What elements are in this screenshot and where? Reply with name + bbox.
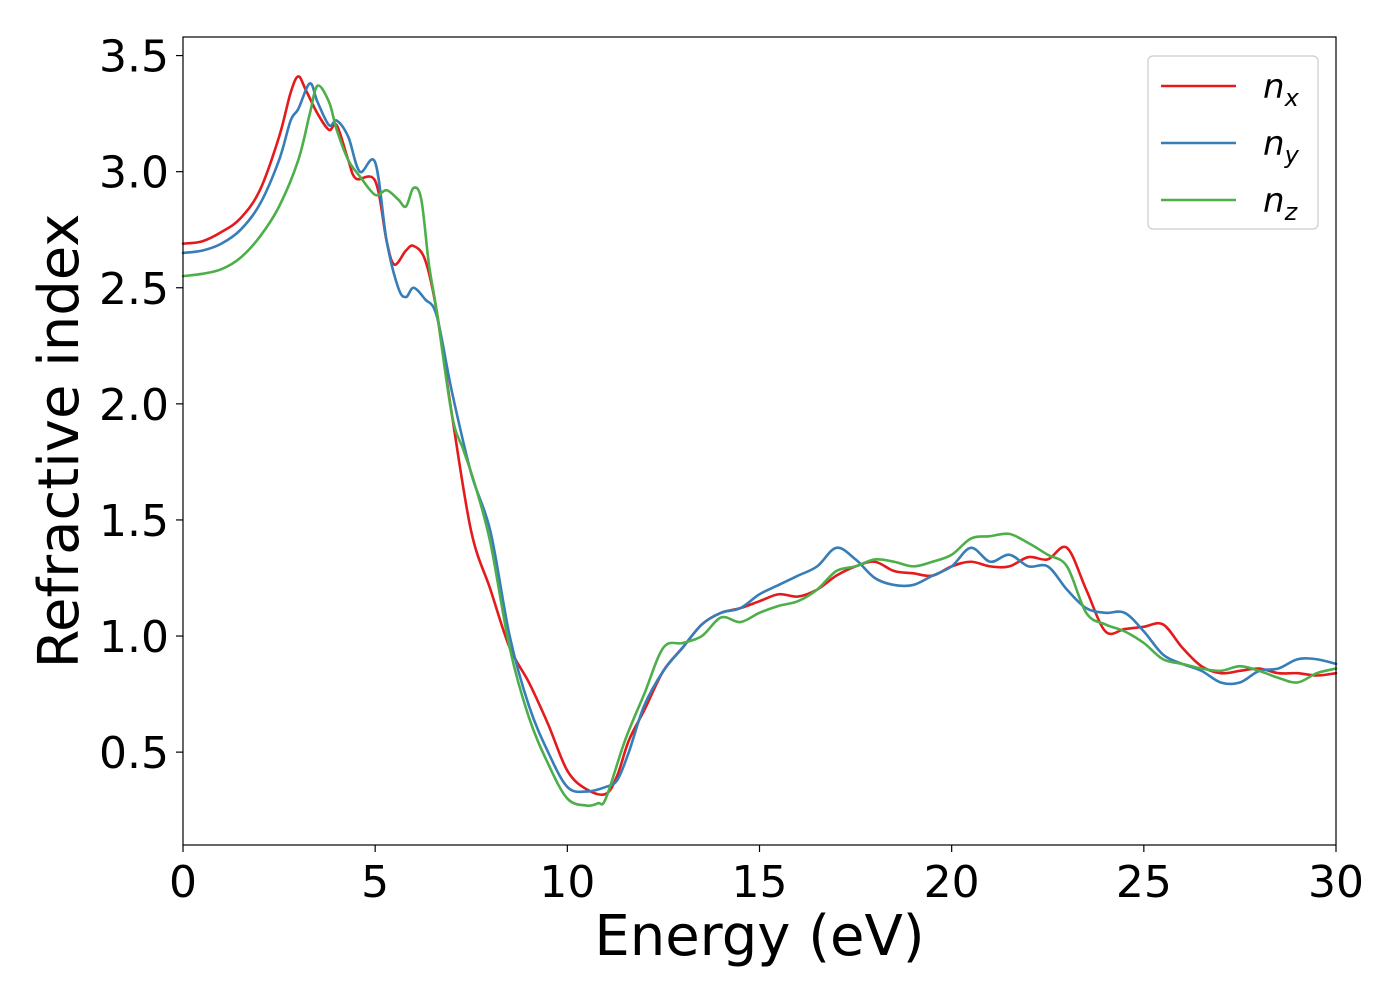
x-tick-label: 25 xyxy=(1116,857,1172,908)
series-line-z xyxy=(181,84,1338,807)
x-tick-label: 5 xyxy=(361,857,389,908)
x-axis-ticks: 0 5 10 15 20 25 30 xyxy=(169,845,1364,908)
y-axis-ticks: 0.5 1.0 1.5 2.0 2.5 3.0 3.5 xyxy=(99,32,183,779)
legend-label-x: nx xyxy=(1263,67,1300,112)
x-tick-label: 0 xyxy=(169,857,197,908)
series-line-y xyxy=(181,82,1338,794)
y-axis-label: Refractive index xyxy=(27,214,92,669)
y-tick-label: 2.5 xyxy=(99,264,169,315)
y-tick-label: 3.5 xyxy=(99,32,169,83)
x-tick-label: 15 xyxy=(732,857,788,908)
x-tick-label: 30 xyxy=(1308,857,1364,908)
y-tick-label: 0.5 xyxy=(99,728,169,779)
legend-label-z: nz xyxy=(1263,181,1299,226)
y-tick-label: 1.0 xyxy=(99,612,169,663)
x-axis-label: Energy (eV) xyxy=(594,904,924,969)
y-tick-label: 1.5 xyxy=(99,496,169,547)
legend-label-y: ny xyxy=(1263,124,1300,169)
x-tick-label: 10 xyxy=(539,857,595,908)
y-tick-label: 2.0 xyxy=(99,380,169,431)
series-layer xyxy=(181,75,1338,807)
x-tick-label: 20 xyxy=(924,857,980,908)
y-tick-label: 3.0 xyxy=(99,148,169,199)
legend: nx ny nz xyxy=(1147,55,1319,230)
